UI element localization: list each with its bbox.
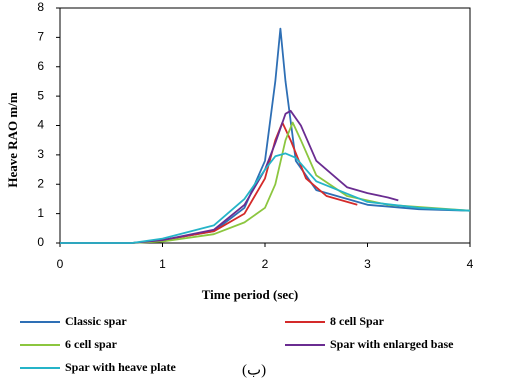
- y-tick-label: 3: [37, 147, 44, 161]
- y-tick-label: 5: [37, 88, 44, 102]
- legend-label: Spar with heave plate: [65, 360, 176, 374]
- y-tick-label: 6: [37, 59, 44, 73]
- caption: (ب): [242, 362, 266, 378]
- legend-label: 8 cell Spar: [330, 314, 385, 328]
- legend-label: 6 cell spar: [65, 337, 118, 351]
- y-tick-label: 7: [37, 30, 44, 44]
- y-tick-label: 8: [37, 0, 44, 14]
- y-tick-label: 0: [37, 235, 44, 249]
- y-axis-label: Heave RAO m/m: [5, 92, 20, 187]
- x-tick-label: 0: [57, 257, 64, 271]
- legend-label: Spar with enlarged base: [330, 337, 454, 351]
- x-tick-label: 4: [467, 257, 474, 271]
- series-line: [60, 121, 471, 244]
- series-line: [60, 121, 358, 244]
- y-tick-label: 1: [37, 206, 44, 220]
- y-tick-label: 2: [37, 176, 44, 190]
- x-tick-label: 1: [159, 257, 166, 271]
- series-line: [60, 152, 471, 244]
- x-axis-label: Time period (sec): [202, 287, 299, 302]
- legend-label: Classic spar: [65, 314, 127, 328]
- y-tick-label: 4: [37, 118, 44, 132]
- series-line: [60, 109, 399, 244]
- series-line: [60, 27, 471, 244]
- x-tick-label: 3: [364, 257, 371, 271]
- x-tick-label: 2: [262, 257, 269, 271]
